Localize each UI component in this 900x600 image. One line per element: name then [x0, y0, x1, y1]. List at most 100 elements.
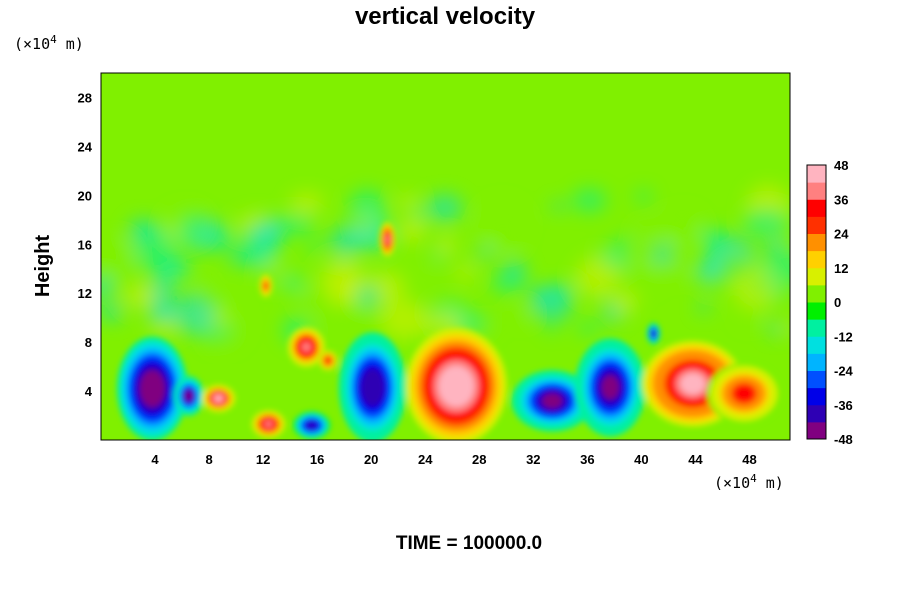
colorbar-swatch: [807, 370, 826, 389]
velocity-contour: [301, 342, 311, 352]
colorbar-swatch: [807, 250, 826, 269]
x-tick-label: 8: [205, 452, 212, 467]
colorbar-swatch: [807, 353, 826, 371]
colorbar-swatch: [807, 182, 826, 200]
turbulence-patch: [709, 248, 725, 258]
turbulence-patch: [380, 300, 428, 340]
turbulence-patch: [658, 213, 695, 246]
velocity-contour: [214, 395, 223, 402]
turbulence-patch: [356, 214, 375, 233]
colorbar-tick-label: -36: [834, 398, 853, 413]
velocity-contour: [542, 393, 562, 409]
colorbar-tick-label: -12: [834, 329, 853, 344]
colorbar-tick-label: -48: [834, 432, 853, 447]
velocity-cells: [116, 221, 782, 440]
velocity-contour: [735, 386, 753, 401]
x-tick-label: 28: [472, 452, 486, 467]
y-axis-unit: (×104 m): [14, 33, 84, 53]
velocity-contour: [601, 375, 619, 400]
x-tick-label: 16: [310, 452, 324, 467]
velocity-cell: [317, 349, 339, 372]
velocity-contour: [264, 420, 273, 428]
colorbar-swatch: [807, 233, 826, 252]
velocity-contour: [307, 422, 317, 429]
x-tick-label: 24: [418, 452, 433, 467]
velocity-contour: [264, 282, 268, 289]
turbulence-patch: [348, 189, 386, 227]
turbulence-patch: [767, 322, 784, 337]
turbulence-patch: [307, 240, 322, 254]
velocity-cell: [293, 411, 331, 440]
colorbar-tick-label: 48: [834, 158, 848, 173]
turbulence-patch: [635, 190, 652, 203]
colorbar-tick-label: 36: [834, 192, 848, 207]
turbulence-patch: [319, 259, 367, 307]
x-tick-label: 32: [526, 452, 540, 467]
x-tick-label: 12: [256, 452, 270, 467]
y-axis-ticks: 4 8 12 16 20 24 28: [78, 90, 93, 399]
velocity-contour: [444, 372, 469, 401]
turbulence-patch: [697, 301, 710, 314]
turbulence-patch: [329, 225, 362, 257]
turbulence-patch: [771, 287, 786, 302]
x-tick-label: 4: [151, 452, 159, 467]
colorbar-swatch: [807, 199, 826, 217]
turbulence-patch: [782, 323, 790, 333]
velocity-cell: [511, 370, 593, 432]
y-tick-label: 20: [78, 188, 92, 203]
colorbar-swatch: [807, 336, 826, 354]
turbulence-patch: [101, 275, 114, 300]
velocity-cell: [201, 384, 236, 413]
x-tick-label: 40: [634, 452, 648, 467]
turbulence-patch: [615, 236, 633, 248]
x-tick-label: 44: [688, 452, 703, 467]
turbulence-patch: [577, 322, 599, 335]
turbulence-patch: [572, 188, 607, 213]
turbulence-patch: [651, 243, 674, 266]
turbulence-patch: [437, 235, 456, 254]
colorbar-swatch: [807, 421, 826, 440]
x-tick-label: 48: [742, 452, 756, 467]
turbulence-patch: [248, 219, 284, 246]
colorbar-tick-label: 0: [834, 295, 841, 310]
turbulence-patch: [532, 285, 573, 323]
velocity-contour: [364, 374, 381, 401]
turbulence-patch: [624, 254, 662, 291]
velocity-cell: [287, 327, 325, 367]
y-axis-label: Height: [32, 235, 54, 298]
turbulence-patch: [125, 283, 156, 308]
colorbar-frame: [806, 164, 827, 440]
velocity-cell: [574, 338, 646, 437]
turbulence-patch: [176, 214, 210, 251]
turbulence-patch: [106, 251, 135, 275]
y-tick-label: 16: [78, 237, 92, 252]
turbulence-patch: [210, 228, 234, 251]
turbulence-patch: [702, 276, 724, 291]
plot-frame: [100, 72, 791, 441]
colorbar-swatch: [807, 404, 826, 423]
colorbar-swatch: [807, 216, 826, 234]
velocity-cell: [405, 328, 507, 440]
turbulence-patch: [479, 201, 526, 251]
turbulence-patch: [133, 226, 177, 272]
velocity-contour: [185, 391, 193, 401]
velocity-contour: [680, 373, 705, 395]
velocity-cell: [706, 362, 782, 425]
velocity-cell: [259, 273, 273, 299]
turbulence-patch: [397, 194, 417, 209]
colorbar-tick-label: -24: [834, 364, 854, 379]
turbulence-patch: [576, 256, 620, 297]
velocity-cell: [251, 410, 286, 438]
turbulence-patch: [194, 280, 211, 292]
turbulence-layer: [101, 184, 790, 348]
colorbar-tick-label: 12: [834, 261, 848, 276]
turbulence-patch: [702, 227, 728, 252]
turbulence-patch: [458, 314, 488, 332]
colorbar-swatch: [807, 267, 826, 286]
turbulence-patch: [456, 264, 474, 282]
turbulence-patch: [279, 215, 315, 235]
heatmap-area: [101, 73, 790, 440]
colorbar-tick-label: 24: [834, 227, 849, 242]
y-tick-label: 28: [78, 90, 92, 105]
